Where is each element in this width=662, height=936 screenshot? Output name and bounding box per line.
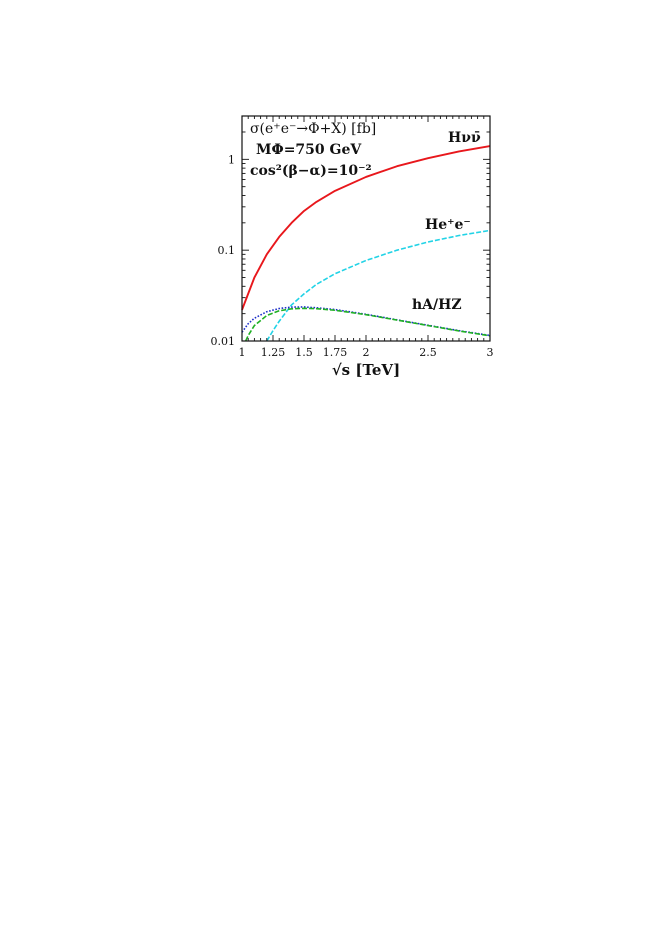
annotation-cross-section: σ(e⁺e⁻→Φ+X) [fb] <box>250 121 376 137</box>
x-tick-label-1-25: 1.25 <box>261 346 286 359</box>
x-tick-label-1-5: 1.5 <box>295 346 313 359</box>
annotation-mass: MΦ=750 GeV <box>256 142 362 158</box>
axis-tick-labels: 1 1.25 1.5 1.75 2 2.5 3 0.01 0.1 1 <box>211 153 494 359</box>
y-tick-label-0-01: 0.01 <box>211 335 236 348</box>
x-tick-label-2: 2 <box>363 346 370 359</box>
annotation-cos2: cos²(β−α)=10⁻² <box>250 163 372 179</box>
x-tick-label-1-75: 1.75 <box>323 346 348 359</box>
x-tick-label-1: 1 <box>239 346 246 359</box>
series-line-1 <box>241 145 491 311</box>
x-tick-label-2-5: 2.5 <box>419 346 437 359</box>
series-curves <box>241 145 491 342</box>
y-tick-label-0-1: 0.1 <box>218 244 236 257</box>
curve-label-hnunubar: Hνν̄ <box>448 130 481 146</box>
y-tick-label-1: 1 <box>228 153 235 166</box>
curve-label-heplusem: He⁺e⁻ <box>425 217 471 233</box>
x-tick-label-3: 3 <box>487 346 494 359</box>
curve-label-ha-hz: hA/HZ <box>412 297 462 313</box>
x-axis-title: √s [TeV] <box>332 361 400 379</box>
series-line-4 <box>244 307 491 342</box>
axis-ticks <box>241 115 491 342</box>
series-line-2 <box>266 229 491 342</box>
